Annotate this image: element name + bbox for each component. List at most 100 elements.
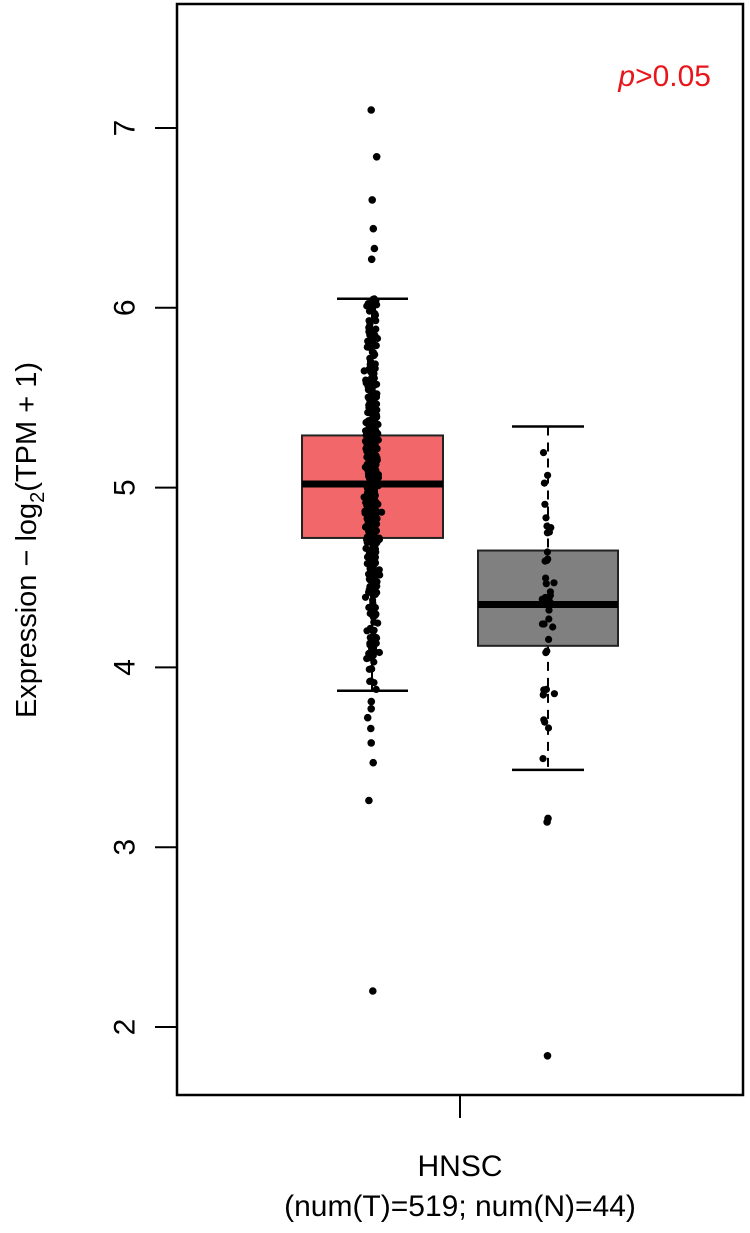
data-point xyxy=(369,606,377,614)
outlier-point xyxy=(369,987,377,995)
data-point xyxy=(366,330,374,338)
outlier-point xyxy=(369,758,378,767)
data-point xyxy=(370,613,378,621)
data-point xyxy=(373,380,381,388)
data-point xyxy=(539,449,548,457)
data-point xyxy=(542,580,550,588)
data-point xyxy=(373,569,381,577)
data-point xyxy=(375,535,383,544)
data-point xyxy=(366,677,374,686)
data-point xyxy=(540,716,548,724)
data-point xyxy=(545,606,553,614)
data-point xyxy=(366,459,374,467)
data-point xyxy=(545,615,553,623)
data-point xyxy=(539,755,547,763)
data-point xyxy=(368,647,376,655)
data-point xyxy=(368,305,377,313)
data-point xyxy=(368,401,376,409)
data-point xyxy=(364,300,372,308)
x-category-label: HNSC xyxy=(417,1150,502,1183)
outlier-point xyxy=(372,153,381,161)
data-point xyxy=(366,624,374,632)
data-point xyxy=(544,597,552,605)
data-point xyxy=(542,649,550,657)
data-point xyxy=(366,420,374,428)
x-category-sample-counts: (num(T)=519; num(N)=44) xyxy=(284,1190,636,1223)
data-point xyxy=(361,509,369,517)
data-point xyxy=(373,406,381,414)
y-tick-label: 7 xyxy=(109,120,142,137)
outlier-point xyxy=(363,713,372,722)
data-point xyxy=(367,665,375,673)
outlier-point xyxy=(369,224,378,233)
data-point xyxy=(362,480,370,488)
y-tick-label: 4 xyxy=(109,659,142,676)
data-point xyxy=(367,439,375,447)
data-point xyxy=(363,655,371,663)
outlier-point xyxy=(367,255,376,264)
data-point xyxy=(539,691,547,699)
data-point xyxy=(542,514,550,522)
data-point xyxy=(371,506,380,514)
outlier-point xyxy=(543,818,551,826)
y-tick-label: 3 xyxy=(109,839,142,856)
outlier-point xyxy=(367,724,375,733)
data-point xyxy=(366,530,374,538)
y-axis-title: Expression − log2(TPM + 1) xyxy=(11,362,49,718)
data-point xyxy=(374,482,382,490)
data-point xyxy=(372,452,380,460)
data-point xyxy=(540,686,548,694)
data-point xyxy=(550,690,559,698)
p-value-annotation: p>0.05 xyxy=(617,60,711,93)
plot-frame xyxy=(175,2,745,1097)
y-tick-label: 6 xyxy=(109,299,142,316)
data-point xyxy=(371,575,379,583)
y-axis: 2 3 4 5 6 7 xyxy=(109,120,177,1036)
data-point xyxy=(368,467,376,475)
boxes xyxy=(301,297,619,772)
data-point xyxy=(368,338,377,346)
data-point xyxy=(368,386,376,394)
data-point xyxy=(360,367,368,375)
data-point xyxy=(366,320,374,328)
data-point xyxy=(546,588,555,596)
data-point xyxy=(370,658,378,666)
data-point xyxy=(367,434,375,442)
data-point xyxy=(361,463,369,471)
data-point xyxy=(370,618,378,626)
data-point xyxy=(367,344,375,352)
data-point xyxy=(371,311,380,319)
data-point xyxy=(544,724,553,732)
y-tick-label: 2 xyxy=(109,1019,142,1036)
data-point xyxy=(366,565,374,573)
data-point xyxy=(549,623,557,631)
data-points xyxy=(360,106,559,1060)
data-point xyxy=(363,501,371,510)
data-point xyxy=(543,548,552,556)
data-point xyxy=(365,546,373,554)
data-point xyxy=(544,471,552,479)
data-point xyxy=(368,447,376,455)
data-point xyxy=(543,556,551,565)
outlier-point xyxy=(367,739,376,747)
outlier-point xyxy=(367,705,376,713)
data-point xyxy=(368,395,376,403)
outlier-point xyxy=(543,1052,552,1060)
y-tick-label: 5 xyxy=(109,479,142,496)
data-point xyxy=(550,579,558,587)
data-point xyxy=(372,633,380,641)
data-point xyxy=(372,317,380,325)
data-point xyxy=(361,593,370,601)
outlier-point xyxy=(368,196,377,204)
data-point xyxy=(364,408,372,417)
data-point xyxy=(369,591,377,599)
data-point xyxy=(369,295,377,303)
outlier-point xyxy=(370,244,379,253)
data-point xyxy=(542,574,550,582)
outlier-point xyxy=(367,697,376,706)
data-point xyxy=(369,501,377,509)
data-point xyxy=(366,641,374,649)
data-point xyxy=(368,374,376,382)
data-point xyxy=(370,352,378,360)
